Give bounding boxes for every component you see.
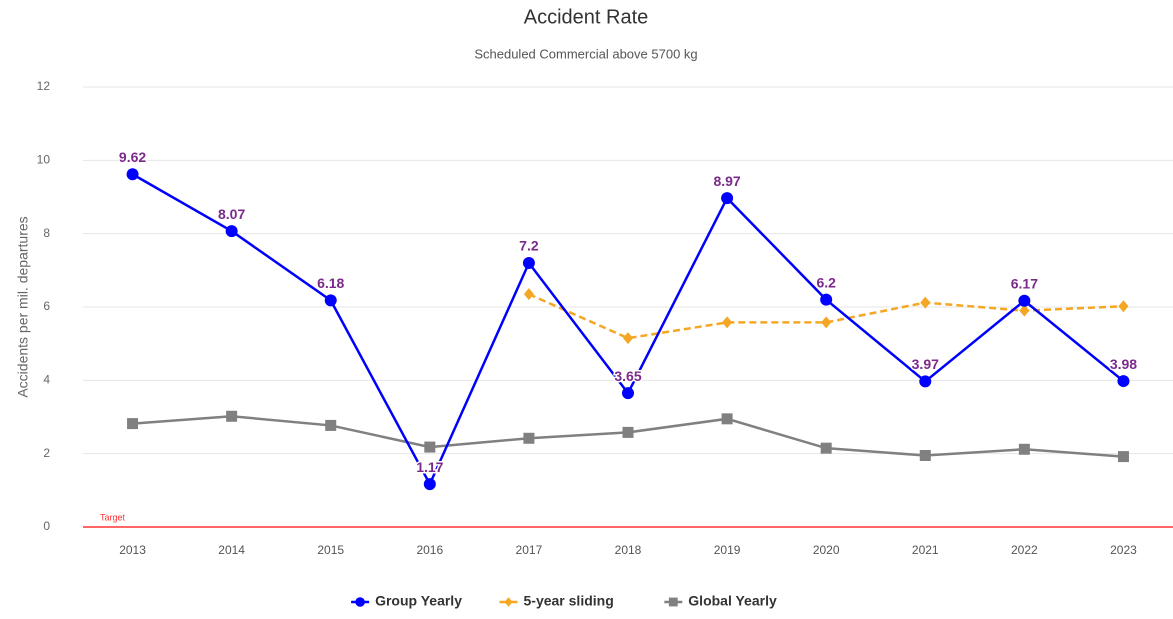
- x-tick-label: 2014: [218, 543, 245, 557]
- data-point: [722, 316, 733, 329]
- legend-label: Group Yearly: [375, 593, 462, 609]
- x-tick-label: 2015: [317, 543, 344, 557]
- data-point: [225, 225, 238, 238]
- data-label: 6.2: [816, 274, 836, 290]
- data-point: [1118, 300, 1129, 313]
- x-tick-label: 2023: [1110, 543, 1137, 557]
- y-tick-label: 8: [43, 226, 50, 240]
- data-point: [126, 168, 139, 181]
- chart-subtitle: Scheduled Commercial above 5700 kg: [474, 46, 697, 61]
- data-label: 8.07: [218, 206, 245, 222]
- y-tick-label: 4: [43, 373, 50, 387]
- data-label: 9.62: [119, 149, 146, 165]
- y-tick-label: 6: [43, 299, 50, 313]
- data-point: [424, 441, 436, 453]
- data-label: 3.97: [912, 356, 939, 372]
- x-tick-label: 2019: [714, 543, 741, 557]
- data-point: [325, 419, 337, 431]
- legend-item: Group Yearly: [351, 593, 462, 609]
- data-label: 7.2: [519, 238, 539, 254]
- target-label: Target: [100, 512, 126, 522]
- data-point: [919, 375, 932, 388]
- data-point: [920, 296, 931, 309]
- x-tick-label: 2021: [912, 543, 939, 557]
- y-axis-label: Accidents per mil. departures: [15, 216, 31, 397]
- data-point: [423, 478, 436, 491]
- x-tick-label: 2020: [813, 543, 840, 557]
- legend-marker: [504, 597, 513, 607]
- data-point: [622, 426, 634, 438]
- y-tick-label: 0: [43, 519, 50, 533]
- legend-marker: [668, 597, 678, 607]
- data-point: [127, 418, 139, 430]
- legend-marker: [355, 597, 365, 607]
- data-point: [821, 316, 832, 329]
- data-label: 3.65: [614, 368, 641, 384]
- data-label: 3.98: [1110, 356, 1137, 372]
- data-point: [623, 332, 633, 345]
- x-tick-label: 2016: [416, 543, 443, 557]
- data-label: 6.18: [317, 275, 344, 291]
- data-point: [721, 192, 734, 205]
- data-label: 6.17: [1011, 275, 1038, 291]
- legend-item: Global Yearly: [664, 593, 777, 609]
- data-point: [1117, 451, 1129, 463]
- data-label: 1.17: [416, 459, 443, 475]
- data-point: [721, 413, 733, 425]
- data-point: [522, 257, 535, 269]
- data-point: [1018, 294, 1031, 307]
- x-tick-label: 2013: [119, 543, 146, 557]
- legend-label: Global Yearly: [688, 593, 777, 609]
- data-point: [820, 442, 832, 454]
- x-tick-label: 2022: [1011, 543, 1038, 557]
- data-point: [324, 294, 337, 307]
- data-point: [226, 410, 238, 422]
- x-tick-label: 2018: [615, 543, 642, 557]
- data-point: [523, 288, 534, 301]
- data-point: [1117, 375, 1130, 388]
- data-point: [820, 293, 833, 306]
- legend-label: 5-year sliding: [524, 593, 614, 609]
- y-tick-label: 2: [43, 446, 50, 460]
- data-point: [1019, 304, 1030, 317]
- legend-item: 5-year sliding: [499, 593, 614, 609]
- data-point: [1018, 443, 1030, 455]
- data-point: [919, 450, 931, 461]
- data-point: [622, 387, 634, 400]
- data-label: 8.97: [713, 173, 740, 189]
- data-point: [523, 432, 535, 444]
- y-tick-label: 10: [37, 153, 51, 167]
- x-tick-label: 2017: [516, 543, 543, 557]
- y-tick-label: 12: [37, 79, 51, 93]
- chart-title: Accident Rate: [524, 6, 649, 28]
